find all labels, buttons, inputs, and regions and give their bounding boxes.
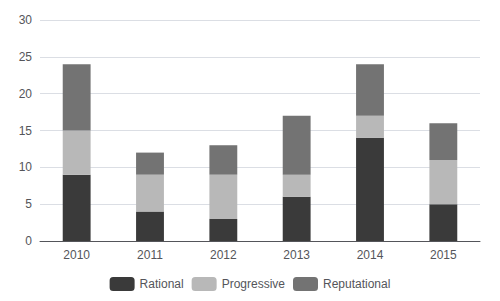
- svg-text:Rational: Rational: [140, 277, 184, 291]
- svg-text:Progressive: Progressive: [222, 277, 286, 291]
- svg-text:0: 0: [25, 234, 32, 248]
- svg-text:30: 30: [19, 13, 33, 27]
- svg-text:2011: 2011: [137, 248, 163, 262]
- svg-text:2014: 2014: [357, 248, 384, 262]
- svg-text:10: 10: [19, 160, 33, 174]
- svg-text:Reputational: Reputational: [323, 277, 390, 291]
- svg-text:20: 20: [19, 87, 33, 101]
- svg-text:2012: 2012: [210, 248, 237, 262]
- svg-text:2015: 2015: [430, 248, 457, 262]
- svg-text:25: 25: [19, 50, 33, 64]
- svg-text:2010: 2010: [63, 248, 90, 262]
- svg-text:5: 5: [25, 197, 32, 211]
- svg-text:2013: 2013: [283, 248, 310, 262]
- svg-text:15: 15: [19, 124, 33, 138]
